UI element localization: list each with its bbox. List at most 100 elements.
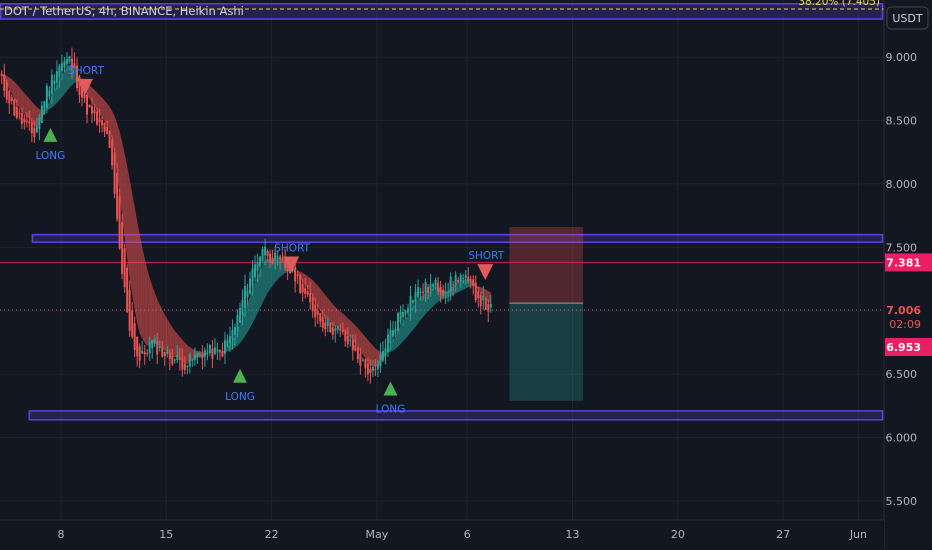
trend-band-segment [247,296,251,333]
candle-body [216,349,219,351]
take-profit-zone[interactable] [509,303,584,401]
candle-body [437,282,440,292]
trend-band-segment [134,207,138,323]
trend-band-segment [332,304,336,327]
candle-body [442,289,445,296]
currency-button[interactable] [886,6,929,30]
short-position-box[interactable] [509,227,584,401]
candle-body [96,111,99,125]
trend-band-segment [360,331,363,355]
candle-body [341,329,344,333]
candle-body [296,274,299,277]
candle-body [364,359,367,368]
trend-band-segment [260,264,263,309]
candle-body [3,74,6,91]
price-tick-label: 9.000 [886,51,918,64]
short-signal-marker [77,78,94,95]
candle-body [449,276,452,293]
candle-body [241,300,244,316]
candle-body [271,257,274,264]
candle-body [479,294,482,307]
candle-body [0,73,3,76]
candle-body [346,336,349,345]
trend-band-segment [14,81,17,105]
candle-body [213,347,216,354]
sr-zone[interactable] [31,233,884,244]
trend-band-segment [267,258,271,294]
candle-body [128,289,131,331]
trend-band-segment [365,336,368,363]
candle-body [251,268,254,287]
candle-body [369,369,372,373]
candle-body [314,304,317,318]
candle-body [166,350,169,354]
trend-band-segment [375,348,378,367]
candle-body [88,104,91,108]
candle-body [98,118,101,123]
candle-body [206,352,209,354]
candle-body [384,348,387,356]
time-axis[interactable] [0,520,884,550]
trend-band-segment [61,71,65,98]
trend-band-segment [46,101,50,111]
signal-markers: LONG SHORT LONG SHORT LONG SHORT [36,65,505,416]
candle-body [153,338,156,344]
trend-band-segment [6,75,10,90]
candle-body [35,125,38,133]
candle-body [399,312,402,323]
candle-body [43,101,46,115]
candle-body [201,354,204,359]
short-signal-label: SHORT [68,65,104,77]
candle-body [324,322,327,330]
trend-band-segment [428,289,431,312]
candle-body [13,99,16,116]
trend-band-segment [433,285,436,307]
candle-body [256,262,259,271]
candle-body [329,322,332,333]
candle-body [249,278,252,294]
candle-body [181,358,184,370]
candle-body [311,297,314,312]
candle-body [472,279,475,287]
candle-body [301,284,304,293]
candle-body [356,347,359,360]
candle-body [60,63,63,72]
candle-body [459,274,462,282]
candle-body [126,267,129,312]
trend-band-segment [102,97,105,122]
candle-body [211,348,214,359]
sr-zone[interactable] [28,410,884,421]
candle-body [266,250,269,257]
candle-body [151,339,154,348]
candle-body [402,311,405,318]
currency-button-label: USDT [892,12,923,25]
candle-body [474,282,477,301]
price-line-value: 7.381 [886,256,921,269]
candle-body [133,323,136,350]
trend-band-segment [182,339,185,364]
candle-body [176,355,179,360]
trend-band-segment [270,259,273,290]
trend-band-segment [144,258,148,346]
candle-body [93,109,96,114]
trend-band-segment [392,337,396,351]
trend-band-segment [320,288,323,316]
candle-body [221,350,224,357]
trend-band-segment [370,343,373,367]
candle-body [146,353,149,355]
stop-loss-zone[interactable] [509,227,584,304]
time-tick-label: 6 [464,528,471,541]
candle-body [123,248,126,288]
trend-band-segment [59,75,62,101]
candle-body [23,118,26,123]
candle-body [404,310,407,315]
sr-zone[interactable] [0,3,884,20]
candle-body [141,350,144,354]
trend-band-segment [305,274,308,288]
price-axis[interactable] [884,0,932,550]
candle-body [10,97,13,101]
trend-band-segment [480,287,484,295]
short-signal-label: SHORT [274,242,310,254]
trend-band-segment [157,298,160,346]
